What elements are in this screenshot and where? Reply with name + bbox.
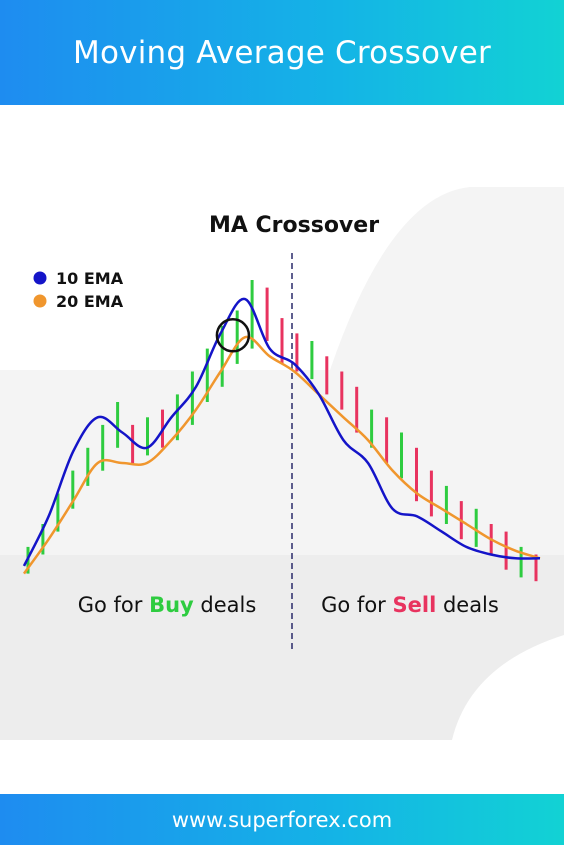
- buy-word: Buy: [149, 593, 194, 617]
- crossover-marker-circle: [215, 318, 251, 353]
- website-link[interactable]: www.superforex.com: [171, 807, 393, 832]
- price-bar: [295, 333, 299, 372]
- price-bar: [355, 386, 359, 433]
- price-bar: [310, 341, 314, 380]
- price-bar: [400, 432, 403, 479]
- legend-label-20-ema: 20 EMA: [56, 292, 124, 311]
- price-bar: [280, 318, 284, 364]
- price-bar: [385, 417, 389, 464]
- background-shape-lower: [0, 555, 564, 740]
- price-bar: [325, 356, 329, 395]
- header-banner: Moving Average Crossover: [0, 0, 564, 105]
- price-bar: [504, 531, 508, 570]
- sell-prefix: Go for: [321, 593, 392, 617]
- chart-legend: 10 EMA 20 EMA: [33, 269, 124, 311]
- price-bar: [250, 280, 254, 349]
- price-bar: [415, 447, 418, 502]
- price-bar: [519, 546, 523, 578]
- page-title: Moving Average Crossover: [73, 34, 491, 71]
- price-bar: [71, 470, 75, 509]
- price-bar: [235, 310, 239, 364]
- price-bar: [220, 325, 224, 387]
- price-bar: [190, 371, 194, 425]
- footer-banner: www.superforex.com: [0, 794, 564, 845]
- legend-swatch-10-ema: [33, 271, 47, 285]
- price-bar: [131, 424, 135, 463]
- price-bar: [41, 524, 45, 555]
- ma-crossover-chart: MA Crossover 10 EMA 20 EMA Go for Buy de…: [0, 105, 564, 794]
- price-bar: [444, 485, 448, 524]
- price-bar: [265, 287, 269, 341]
- price-bar: [101, 424, 105, 471]
- price-bar: [474, 508, 478, 547]
- chart-title: MA Crossover: [209, 213, 379, 238]
- price-bar: [370, 409, 374, 448]
- price-bar: [116, 402, 120, 448]
- ema-10-line: [22, 297, 541, 567]
- sell-suffix: deals: [436, 593, 499, 617]
- buy-deals-label: Go for Buy deals: [78, 593, 257, 617]
- buy-prefix: Go for: [78, 593, 149, 617]
- price-bar: [56, 493, 60, 532]
- sell-word: Sell: [393, 593, 437, 617]
- price-bar: [205, 348, 209, 402]
- price-bar: [534, 554, 538, 582]
- price-bar: [429, 470, 433, 517]
- background-shape-upper: [0, 187, 564, 565]
- price-bar: [340, 371, 344, 410]
- buy-suffix: deals: [194, 593, 257, 617]
- price-bar: [86, 447, 90, 486]
- sell-deals-label: Go for Sell deals: [321, 593, 499, 617]
- price-bar: [146, 417, 149, 456]
- price-bar: [175, 394, 179, 441]
- legend-label-10-ema: 10 EMA: [56, 269, 124, 288]
- legend-swatch-20-ema: [33, 294, 47, 308]
- ema-20-line: [22, 335, 541, 575]
